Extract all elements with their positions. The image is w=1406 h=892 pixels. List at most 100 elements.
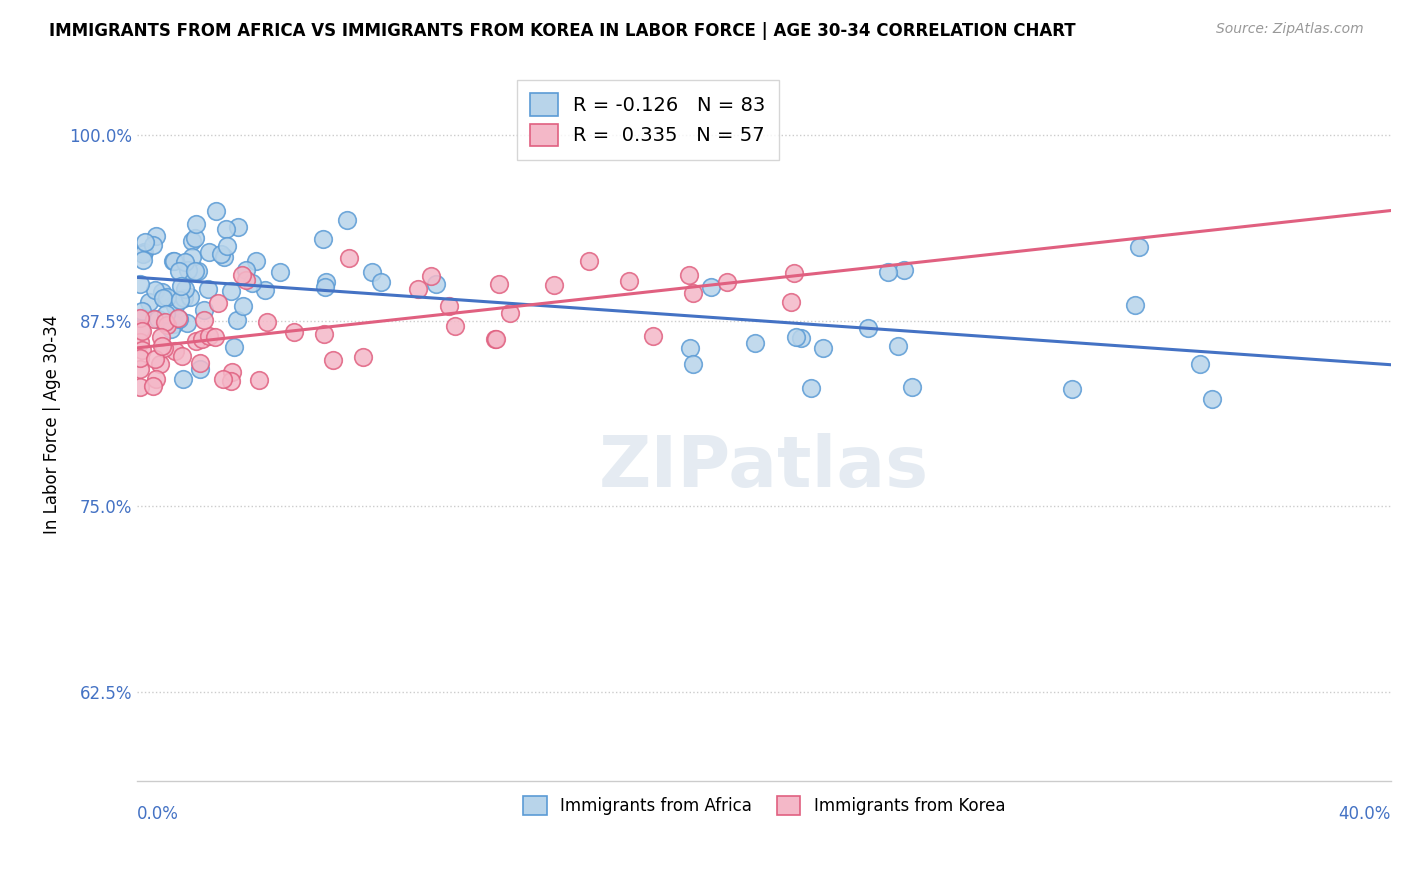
Point: [174, 254, 197, 268]
Point: [205, 204, 228, 219]
Point: [443, 318, 465, 333]
Point: [253, 283, 276, 297]
Point: [129, 321, 152, 335]
Point: [129, 351, 152, 366]
Point: [221, 365, 243, 379]
Point: [312, 327, 335, 342]
Point: [893, 263, 915, 277]
Point: [129, 334, 152, 349]
Point: [225, 312, 247, 326]
Point: [131, 304, 153, 318]
Point: [142, 238, 165, 252]
Point: [1123, 298, 1146, 312]
Point: [370, 276, 392, 290]
Point: [188, 362, 211, 376]
Point: [886, 339, 908, 353]
Point: [543, 277, 565, 292]
Point: [785, 330, 807, 344]
Point: [498, 306, 520, 320]
Point: [232, 300, 254, 314]
Point: [129, 380, 152, 394]
Point: [186, 334, 208, 348]
Point: [312, 232, 335, 246]
Point: [240, 276, 263, 290]
Legend: Immigrants from Africa, Immigrants from Korea: Immigrants from Africa, Immigrants from …: [516, 789, 1012, 822]
Point: [215, 222, 238, 236]
Point: [678, 341, 700, 355]
Point: [269, 265, 291, 279]
Point: [148, 357, 170, 371]
Point: [219, 285, 242, 299]
Point: [420, 269, 443, 284]
Point: [337, 251, 360, 265]
Point: [145, 229, 167, 244]
Point: [484, 332, 506, 346]
Point: [142, 378, 165, 392]
Point: [283, 325, 305, 339]
Point: [682, 357, 704, 371]
Point: [129, 277, 152, 292]
Point: [156, 291, 179, 305]
Point: [180, 250, 202, 264]
Point: [155, 318, 177, 332]
Point: [321, 352, 343, 367]
Point: [716, 275, 738, 289]
Point: [212, 250, 235, 264]
Point: [173, 282, 195, 296]
Point: [856, 321, 879, 335]
Point: [150, 338, 173, 352]
Point: [314, 280, 336, 294]
Point: [811, 341, 834, 355]
Point: [247, 373, 270, 387]
Point: [783, 266, 806, 280]
Point: [173, 292, 195, 306]
Point: [212, 372, 235, 386]
Point: [877, 265, 900, 279]
Point: [437, 299, 460, 313]
Point: [131, 343, 153, 357]
Point: [184, 230, 207, 244]
Point: [179, 290, 201, 304]
Point: [131, 324, 153, 338]
Point: [167, 264, 190, 278]
Point: [132, 244, 155, 259]
Point: [184, 264, 207, 278]
Point: [224, 340, 246, 354]
Point: [167, 311, 190, 326]
Text: 0.0%: 0.0%: [138, 805, 179, 823]
Point: [425, 277, 447, 292]
Text: ZIPatlas: ZIPatlas: [599, 433, 929, 502]
Point: [235, 273, 257, 287]
Point: [217, 239, 239, 253]
Point: [193, 302, 215, 317]
Point: [176, 317, 198, 331]
Point: [170, 349, 193, 363]
Point: [143, 284, 166, 298]
Point: [678, 268, 700, 282]
Point: [198, 244, 221, 259]
Point: [165, 344, 187, 359]
Point: [162, 253, 184, 268]
Point: [153, 315, 176, 329]
Point: [153, 292, 176, 306]
Point: [901, 380, 924, 394]
Point: [1188, 357, 1211, 371]
Point: [169, 293, 191, 308]
Point: [131, 252, 153, 267]
Point: [361, 265, 384, 279]
Point: [184, 217, 207, 231]
Y-axis label: In Labor Force | Age 30-34: In Labor Force | Age 30-34: [44, 315, 60, 534]
Point: [256, 315, 278, 329]
Point: [209, 247, 232, 261]
Point: [643, 329, 665, 343]
Point: [1128, 240, 1150, 254]
Point: [150, 329, 173, 343]
Text: IMMIGRANTS FROM AFRICA VS IMMIGRANTS FROM KOREA IN LABOR FORCE | AGE 30-34 CORRE: IMMIGRANTS FROM AFRICA VS IMMIGRANTS FRO…: [49, 22, 1076, 40]
Point: [172, 372, 194, 386]
Point: [352, 351, 374, 365]
Point: [226, 219, 249, 234]
Point: [207, 295, 229, 310]
Point: [129, 311, 152, 326]
Point: [146, 311, 169, 326]
Point: [162, 254, 184, 268]
